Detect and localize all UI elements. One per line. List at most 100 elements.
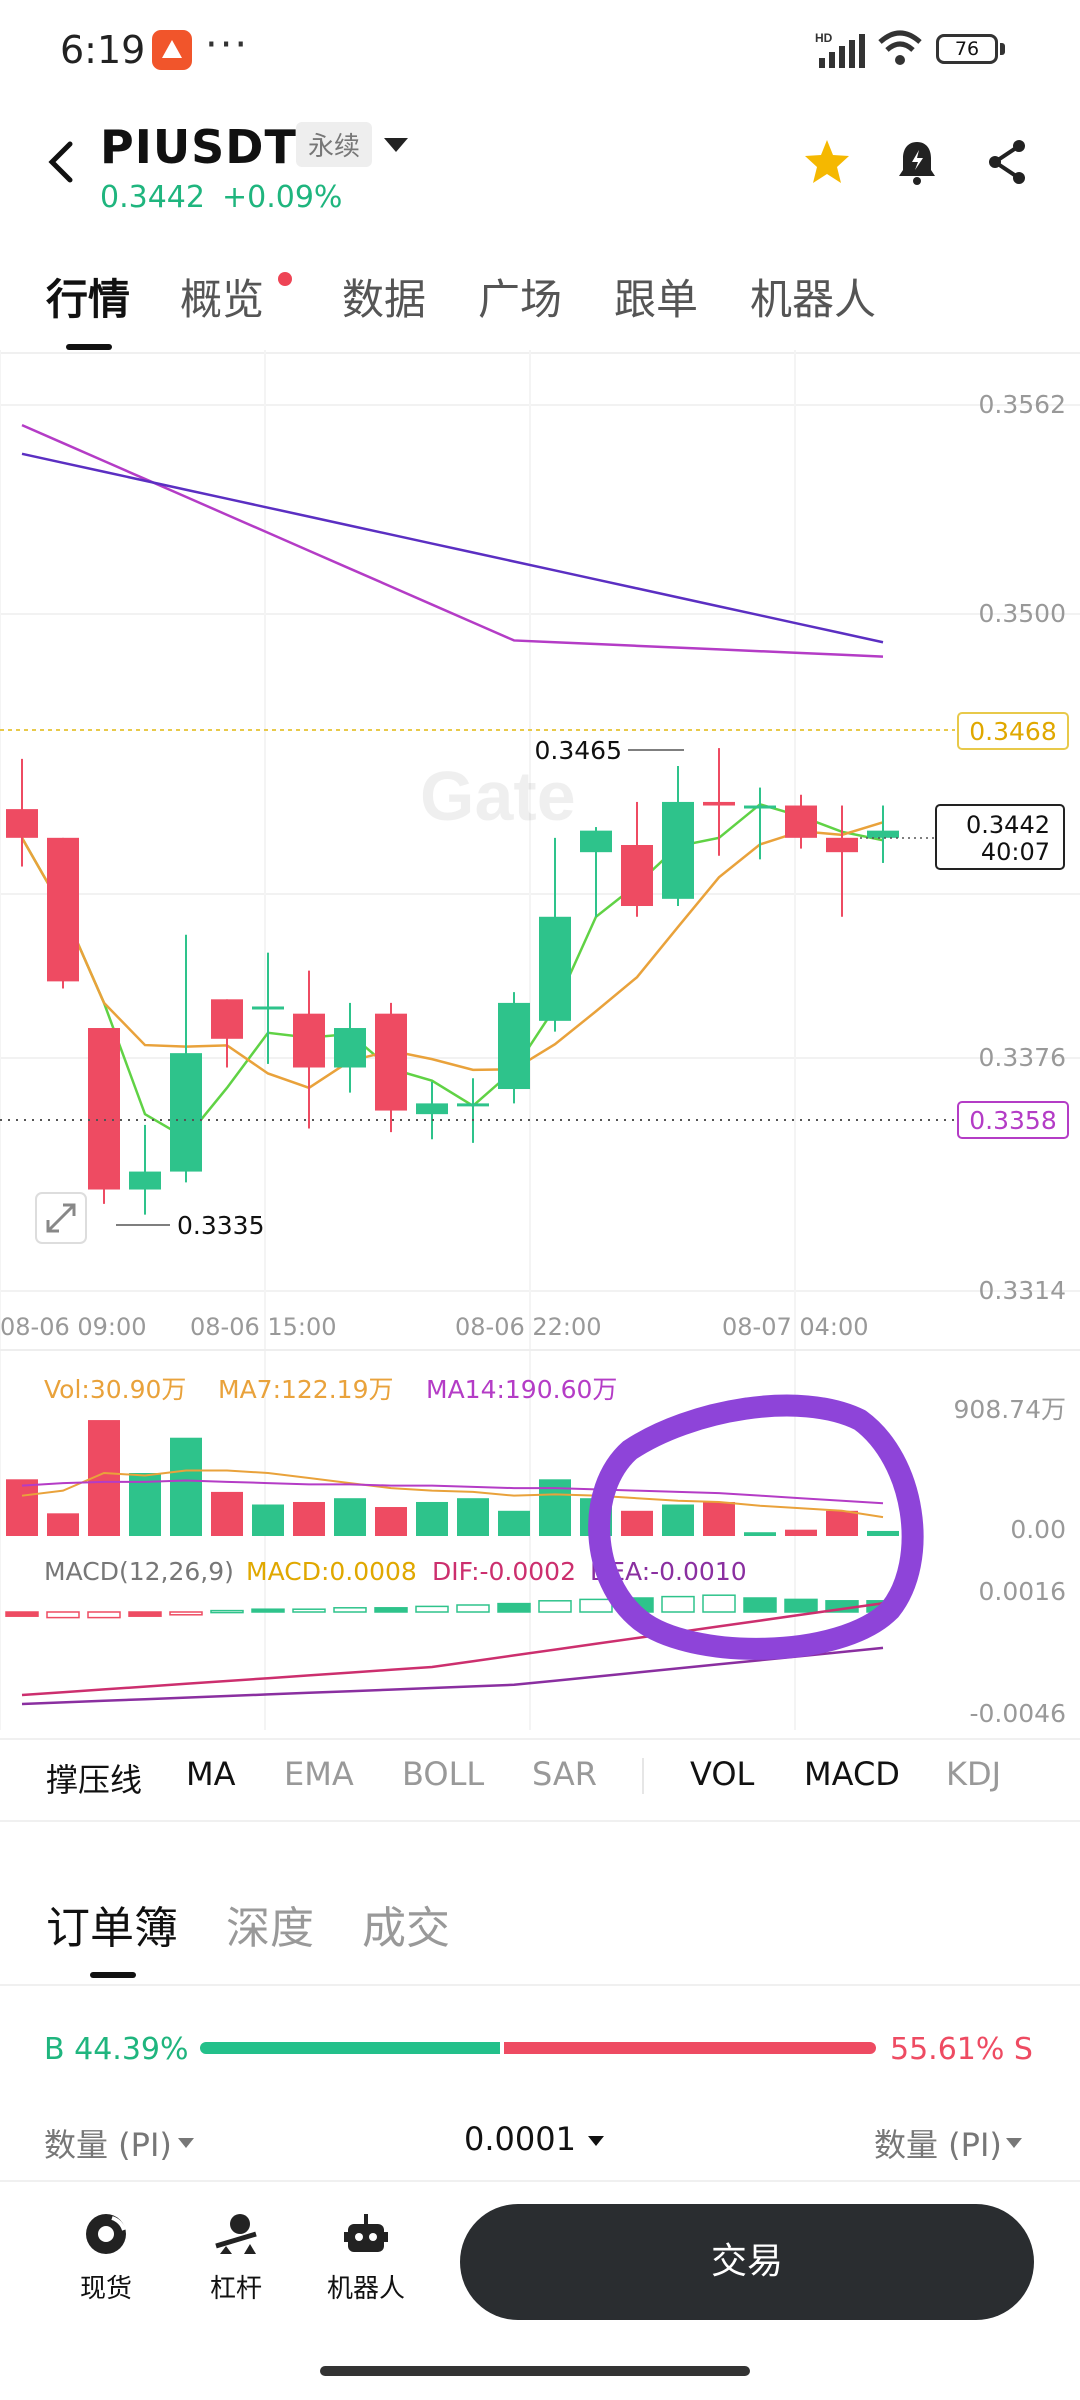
last-price: 0.3442 [100, 180, 205, 215]
ma-mid-line [20, 821, 884, 1090]
candle-body [211, 999, 243, 1039]
tab-data[interactable]: 数据 [342, 275, 427, 324]
candle-body [785, 805, 817, 838]
pair-dropdown-icon[interactable] [384, 138, 408, 152]
favorite-star-icon[interactable] [802, 138, 852, 190]
tab-trades[interactable]: 成交 [362, 1903, 450, 1954]
candle-body [293, 1013, 325, 1068]
current-price-box [935, 804, 1065, 870]
macd-hist-bar [497, 1602, 531, 1613]
indicator-boll[interactable]: BOLL [402, 1755, 485, 1793]
vol-ma7-line [21, 1469, 884, 1519]
price-tick: 0.3376 [979, 1043, 1066, 1072]
dif-value: DIF:-0.0002 [432, 1557, 576, 1586]
back-arrow-icon[interactable] [46, 140, 76, 188]
candle-body [129, 1171, 161, 1190]
price-precision-select[interactable]: 0.0001 [464, 2120, 576, 2158]
qty-unit-right[interactable]: 数量 (PI) [874, 2126, 1002, 2164]
ma-long-line [21, 452, 884, 644]
nav-spot-label: 现货 [79, 2274, 132, 2304]
volume-bar [6, 1479, 38, 1536]
pair-symbol[interactable]: PIUSDT [100, 120, 297, 174]
macd-hist-bar [5, 1611, 39, 1617]
divider [0, 1984, 1080, 1986]
candle-body [744, 805, 776, 809]
home-indicator[interactable] [320, 2366, 750, 2376]
nav-bots-label: 机器人 [326, 2274, 405, 2304]
hand-drawn-circle [588, 1394, 924, 1660]
volume-bar [252, 1504, 284, 1536]
tab-bots[interactable]: 机器人 [750, 275, 877, 324]
candle-body [6, 809, 38, 838]
price-tick: 0.3314 [979, 1276, 1066, 1305]
margin-icon [215, 2214, 257, 2254]
indicator-ema[interactable]: EMA [284, 1755, 354, 1793]
expand-icon [46, 1203, 76, 1233]
price-marker-box [957, 712, 1069, 750]
qty-unit-left[interactable]: 数量 (PI) [44, 2126, 172, 2164]
contract-type-badge: 永续 [296, 122, 373, 167]
indicator-support-resistance[interactable]: 撑压线 [46, 1761, 143, 1799]
status-time: 6:19 [60, 28, 146, 72]
trade-button[interactable]: 交易 [460, 2204, 1034, 2320]
divider [0, 2180, 1080, 2182]
battery-icon: 76 [936, 34, 998, 64]
nav-margin-label: 杠杆 [209, 2274, 262, 2304]
tab-copy-trading[interactable]: 跟单 [614, 275, 699, 324]
macd-value: MACD:0.0008 [246, 1557, 417, 1586]
macd-hist-bar [46, 1611, 80, 1619]
tab-orderbook[interactable]: 订单簿 [46, 1903, 178, 1954]
buy-ratio-bar [200, 2042, 500, 2054]
app-notification-icon [152, 30, 192, 70]
candle-body [662, 801, 694, 899]
indicator-sar[interactable]: SAR [532, 1755, 598, 1793]
ma-fast-line [20, 802, 884, 1140]
share-icon[interactable] [985, 138, 1029, 190]
volume-bar [621, 1510, 653, 1536]
high-annotation: 0.3465 [535, 736, 622, 765]
candle-body [867, 830, 899, 838]
exchange-watermark: Gate [420, 757, 576, 835]
indicator-macd[interactable]: MACD [804, 1755, 900, 1793]
vol-ma14-line [21, 1479, 884, 1505]
candle-body [457, 1103, 489, 1107]
current-price-label: 0.3442 [966, 811, 1050, 839]
candle-body [621, 845, 653, 907]
indicator-separator [642, 1758, 644, 1794]
low-marker-box [957, 1101, 1069, 1139]
candle-body [334, 1028, 366, 1068]
indicator-ma[interactable]: MA [186, 1755, 236, 1793]
ma7-legend: MA7:122.19万 [218, 1375, 393, 1404]
indicator-kdj[interactable]: KDJ [946, 1755, 1002, 1793]
tab-market[interactable]: 行情 [46, 275, 131, 324]
nav-margin[interactable]: 杠杆 [176, 2210, 296, 2305]
status-bar: 6:19 ··· HD 76 [0, 0, 1080, 100]
tab-depth[interactable]: 深度 [226, 1903, 314, 1954]
divider [0, 1820, 1080, 1822]
macd-hist-bar [538, 1600, 572, 1613]
candle-body [252, 1006, 284, 1010]
tab-square[interactable]: 广场 [478, 275, 563, 324]
low-marker-label: 0.3358 [969, 1106, 1056, 1135]
volume-bar [129, 1473, 161, 1536]
divider [0, 1738, 1080, 1740]
ma14-legend: MA14:190.60万 [426, 1375, 617, 1404]
nav-spot[interactable]: 现货 [46, 2210, 166, 2305]
volume-bar [498, 1510, 530, 1536]
nav-bots[interactable]: 机器人 [306, 2210, 426, 2305]
macd-hist-bar [87, 1611, 121, 1619]
overflow-indicator: ··· [205, 22, 250, 68]
price-alert-bell-icon[interactable] [895, 138, 939, 190]
macd-hist-bar [661, 1595, 695, 1613]
volume-bar [47, 1513, 79, 1536]
volume-bar [703, 1501, 735, 1536]
indicator-vol[interactable]: VOL [690, 1755, 755, 1793]
macd-hist-bar [784, 1598, 818, 1613]
kline-chart[interactable]: Gate 0.3562 0.3500 0.3376 0.3314 0.3468 … [0, 350, 1080, 1730]
tab-overview[interactable]: 概览 [180, 275, 265, 324]
macd-hist-bar [128, 1611, 162, 1617]
macd-tick: -0.0046 [970, 1699, 1067, 1728]
divider [0, 352, 1080, 354]
volume-bar [457, 1498, 489, 1536]
volume-bar [744, 1532, 776, 1536]
